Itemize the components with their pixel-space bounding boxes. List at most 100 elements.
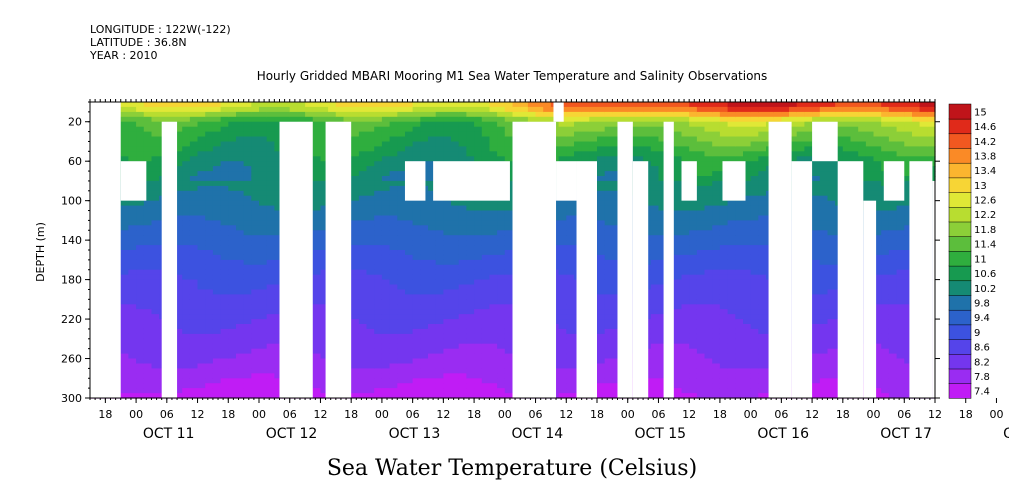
heatmap-cell — [466, 348, 475, 355]
heatmap-cell — [236, 126, 245, 133]
heatmap-cell — [673, 338, 683, 345]
heatmap-cell — [704, 299, 713, 305]
heatmap-cell — [274, 230, 283, 236]
heatmap-cell — [497, 353, 506, 360]
heatmap-cell — [681, 319, 690, 325]
heatmap-cell — [320, 259, 329, 266]
heatmap-cell — [151, 220, 160, 226]
heatmap-cell — [497, 102, 506, 108]
heatmap-cell — [374, 225, 383, 231]
heatmap-cell — [435, 146, 444, 152]
heatmap-cell — [320, 220, 329, 226]
heatmap-cell — [266, 126, 275, 133]
heatmap-cell — [228, 220, 237, 226]
heatmap-cell — [612, 102, 621, 108]
heatmap-cell — [351, 180, 360, 187]
heatmap-cell — [712, 373, 721, 379]
heatmap-cell — [650, 220, 660, 226]
heatmap-cell — [650, 146, 660, 152]
heatmap-cell — [397, 279, 406, 286]
heatmap-cell — [397, 230, 406, 236]
heatmap-cell — [420, 141, 429, 147]
heatmap-cell — [358, 368, 368, 374]
heatmap-cell — [212, 190, 222, 197]
heatmap-cell — [243, 171, 252, 177]
heatmap-cell — [712, 299, 721, 305]
heatmap-cell — [466, 368, 475, 374]
heatmap-cell — [259, 151, 268, 157]
heatmap-cell — [597, 250, 606, 256]
heatmap-cell — [212, 121, 222, 128]
heatmap-cell — [704, 180, 713, 187]
heatmap-cell — [558, 264, 567, 271]
heatmap-cell — [612, 274, 621, 281]
heatmap-cell — [474, 220, 483, 226]
heatmap-cell — [197, 126, 206, 133]
heatmap-cell — [243, 343, 252, 350]
heatmap-cell — [451, 348, 460, 355]
heatmap-cell — [405, 353, 414, 360]
heatmap-cell — [189, 220, 199, 226]
heatmap-cell — [151, 373, 160, 379]
heatmap-cell — [435, 106, 444, 113]
heatmap-cell — [328, 102, 337, 108]
heatmap-cell — [205, 136, 214, 142]
heatmap-cell — [243, 328, 252, 335]
heatmap-cell — [366, 230, 375, 236]
heatmap-cell — [236, 314, 245, 320]
heatmap-cell — [351, 259, 360, 266]
heatmap-cell — [597, 289, 606, 295]
heatmap-cell — [481, 333, 491, 340]
heatmap-cell — [681, 254, 690, 261]
heatmap-cell — [643, 111, 652, 118]
heatmap-cell — [689, 284, 698, 290]
heatmap-cell — [451, 126, 460, 133]
heatmap-cell — [681, 235, 690, 241]
heatmap-cell — [597, 176, 606, 182]
heatmap-cell — [243, 106, 252, 113]
heatmap-cell — [151, 225, 160, 231]
heatmap-cell — [266, 333, 275, 340]
heatmap-cell — [282, 102, 291, 108]
heatmap-cell — [120, 274, 129, 281]
heatmap-cell — [673, 180, 683, 187]
heatmap-cell — [673, 190, 683, 197]
heatmap-cell — [673, 171, 683, 177]
heatmap-cell — [236, 210, 245, 216]
heatmap-cell — [189, 121, 199, 128]
heatmap-cell — [405, 156, 414, 162]
heatmap-cell — [189, 378, 199, 384]
heatmap-cell — [612, 388, 621, 394]
heatmap-cell — [182, 205, 191, 212]
heatmap-cell — [136, 388, 145, 394]
heatmap-cell — [489, 309, 498, 315]
heatmap-cell — [251, 166, 260, 172]
heatmap-cell — [597, 136, 606, 142]
heatmap-cell — [220, 185, 229, 192]
heatmap-cell — [274, 309, 283, 315]
heatmap-cell — [481, 294, 491, 300]
heatmap-cell — [205, 279, 214, 286]
heatmap-cell — [182, 294, 191, 300]
heatmap-cell — [174, 185, 183, 192]
heatmap-cell — [197, 373, 206, 379]
heatmap-cell — [412, 338, 421, 345]
heatmap-cell — [719, 146, 729, 152]
heatmap-cell — [205, 338, 214, 345]
heatmap-cell — [274, 195, 283, 202]
heatmap-cell — [658, 314, 667, 320]
heatmap-cell — [128, 225, 137, 231]
heatmap-cell — [504, 338, 514, 345]
heatmap-cell — [650, 348, 660, 355]
heatmap-cell — [228, 289, 237, 295]
heatmap-cell — [574, 151, 583, 157]
heatmap-cell — [182, 176, 191, 182]
heatmap-cell — [389, 200, 398, 207]
heatmap-cell — [451, 245, 460, 251]
heatmap-cell — [474, 102, 483, 108]
heatmap-cell — [489, 304, 498, 310]
heatmap-cell — [658, 200, 667, 207]
heatmap-cell — [504, 353, 514, 360]
heatmap-cell — [228, 156, 237, 162]
heatmap-cell — [558, 250, 567, 256]
